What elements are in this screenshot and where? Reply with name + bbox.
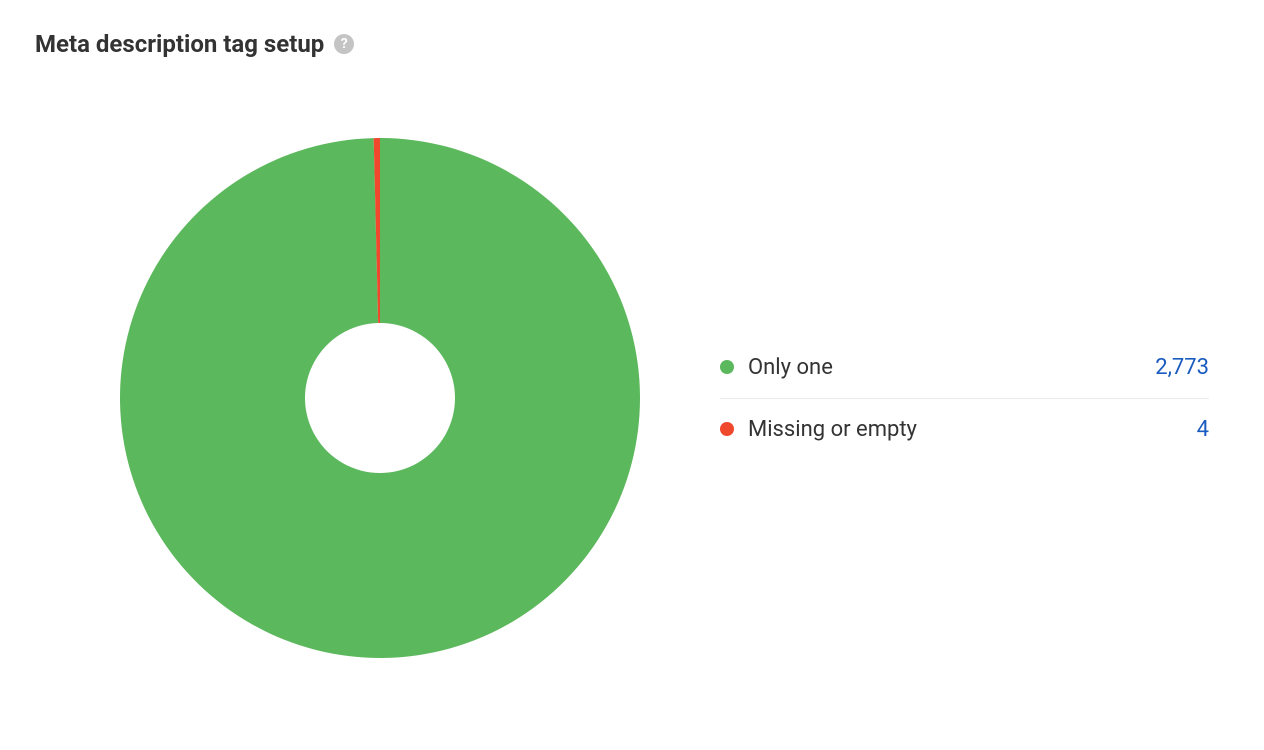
legend-label: Only one [748,355,833,380]
page-title: Meta description tag setup [35,30,324,58]
legend-dot-icon [720,360,734,374]
legend-dot-icon [720,422,734,436]
content: Only one 2,773 Missing or empty 4 [35,78,1229,678]
legend-label: Missing or empty [748,417,917,442]
legend-row: Only one 2,773 [720,337,1209,399]
legend-value[interactable]: 4 [1197,417,1209,442]
legend-left: Missing or empty [720,417,917,442]
donut-svg [100,118,660,678]
header: Meta description tag setup ? [35,30,1229,58]
help-icon[interactable]: ? [334,34,354,54]
legend-value[interactable]: 2,773 [1155,355,1209,380]
legend: Only one 2,773 Missing or empty 4 [720,337,1229,460]
legend-row: Missing or empty 4 [720,399,1209,460]
donut-chart [100,118,660,678]
legend-left: Only one [720,355,833,380]
donut-slice[interactable] [120,138,640,658]
